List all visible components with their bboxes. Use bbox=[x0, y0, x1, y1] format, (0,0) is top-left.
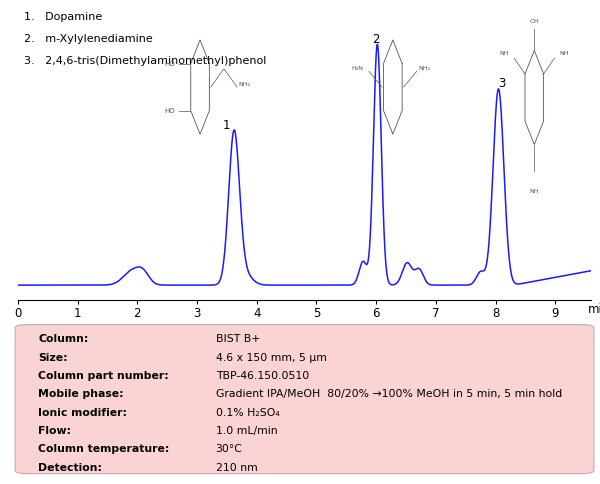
Text: H₂N: H₂N bbox=[351, 66, 363, 71]
Text: 1.0 mL/min: 1.0 mL/min bbox=[215, 426, 277, 436]
Text: 0.1% H₂SO₄: 0.1% H₂SO₄ bbox=[215, 408, 280, 418]
Text: Column:: Column: bbox=[38, 334, 88, 344]
Text: NH: NH bbox=[499, 51, 509, 56]
Text: 1: 1 bbox=[223, 119, 230, 132]
Text: 2: 2 bbox=[373, 32, 380, 45]
Text: Column part number:: Column part number: bbox=[38, 371, 169, 381]
Text: HO: HO bbox=[164, 107, 175, 114]
Text: NH₂: NH₂ bbox=[238, 82, 250, 87]
Text: 3: 3 bbox=[498, 77, 505, 90]
Text: NH₂: NH₂ bbox=[418, 66, 430, 71]
Text: min: min bbox=[588, 303, 600, 317]
Text: Flow:: Flow: bbox=[38, 426, 71, 436]
Text: 3.   2,4,6-tris(Dimethylaminomethyl)phenol: 3. 2,4,6-tris(Dimethylaminomethyl)phenol bbox=[24, 56, 266, 66]
Text: 4.6 x 150 mm, 5 μm: 4.6 x 150 mm, 5 μm bbox=[215, 352, 326, 363]
Text: HO: HO bbox=[164, 60, 175, 66]
Text: NH: NH bbox=[530, 189, 539, 194]
FancyBboxPatch shape bbox=[15, 325, 594, 473]
Text: 30°C: 30°C bbox=[215, 444, 242, 454]
Text: Mobile phase:: Mobile phase: bbox=[38, 389, 124, 399]
Text: Detection:: Detection: bbox=[38, 463, 102, 473]
Text: Ionic modifier:: Ionic modifier: bbox=[38, 408, 127, 418]
Text: OH: OH bbox=[529, 19, 539, 24]
Text: Column temperature:: Column temperature: bbox=[38, 444, 169, 454]
Text: BIST B+: BIST B+ bbox=[215, 334, 260, 344]
Text: Size:: Size: bbox=[38, 352, 68, 363]
Text: Gradient IPA/MeOH  80/20% →100% MeOH in 5 min, 5 min hold: Gradient IPA/MeOH 80/20% →100% MeOH in 5… bbox=[215, 389, 562, 399]
Text: TBP-46.150.0510: TBP-46.150.0510 bbox=[215, 371, 309, 381]
Text: 2.   m-Xylylenediamine: 2. m-Xylylenediamine bbox=[24, 33, 152, 44]
Text: NH: NH bbox=[560, 51, 569, 56]
Text: 210 nm: 210 nm bbox=[215, 463, 257, 473]
Text: 1.   Dopamine: 1. Dopamine bbox=[24, 12, 102, 22]
